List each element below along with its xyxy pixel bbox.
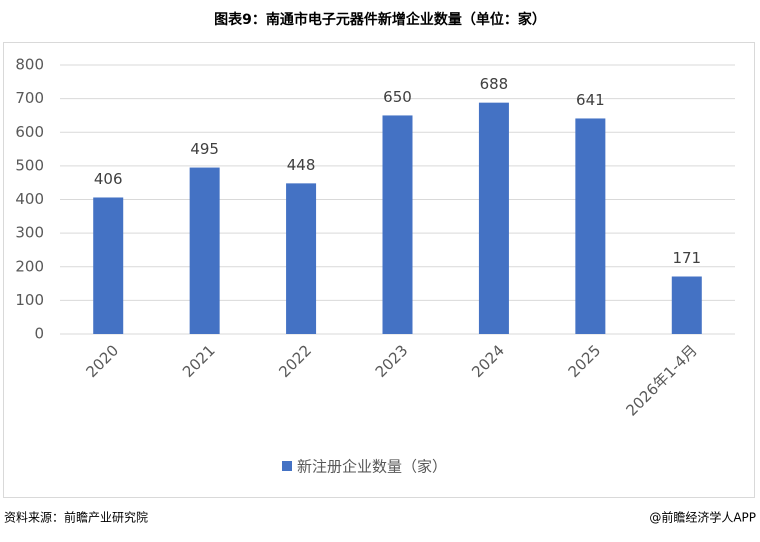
value-label: 641 [576,91,605,109]
chart-frame [3,42,755,498]
bar [189,167,220,334]
bar [286,183,317,334]
y-tick-label: 0 [34,325,44,343]
y-tick-label: 700 [15,89,44,107]
value-label: 688 [480,75,509,93]
y-tick-label: 500 [15,156,44,174]
x-tick-label: 2026年1-4月 [623,341,701,419]
chart-title: 图表9：南通市电子元器件新增企业数量（单位：家） [214,11,546,28]
x-tick-label: 2023 [372,341,412,381]
value-label: 495 [190,140,219,158]
legend-swatch [282,461,292,471]
value-label: 406 [94,170,123,188]
y-tick-label: 600 [15,123,44,141]
x-tick-label: 2021 [179,341,219,381]
bar [382,115,413,334]
credit: @前瞻经济学人APP [649,510,756,525]
legend-label: 新注册企业数量（家） [297,458,447,476]
y-tick-label: 100 [15,291,44,309]
bar [575,118,606,335]
y-tick-label: 200 [15,257,44,275]
bar [671,276,702,334]
value-label: 448 [287,156,316,174]
bar [93,197,124,334]
bar [478,102,509,334]
value-label: 171 [672,249,701,267]
x-tick-label: 2022 [275,341,315,381]
source: 资料来源：前瞻产业研究院 [4,510,148,525]
x-tick-label: 2024 [468,341,508,381]
y-tick-label: 400 [15,190,44,208]
y-tick-label: 300 [15,224,44,242]
x-tick-label: 2020 [82,341,122,381]
value-label: 650 [383,88,412,106]
y-tick-label: 800 [15,56,44,74]
x-tick-label: 2025 [565,341,605,381]
